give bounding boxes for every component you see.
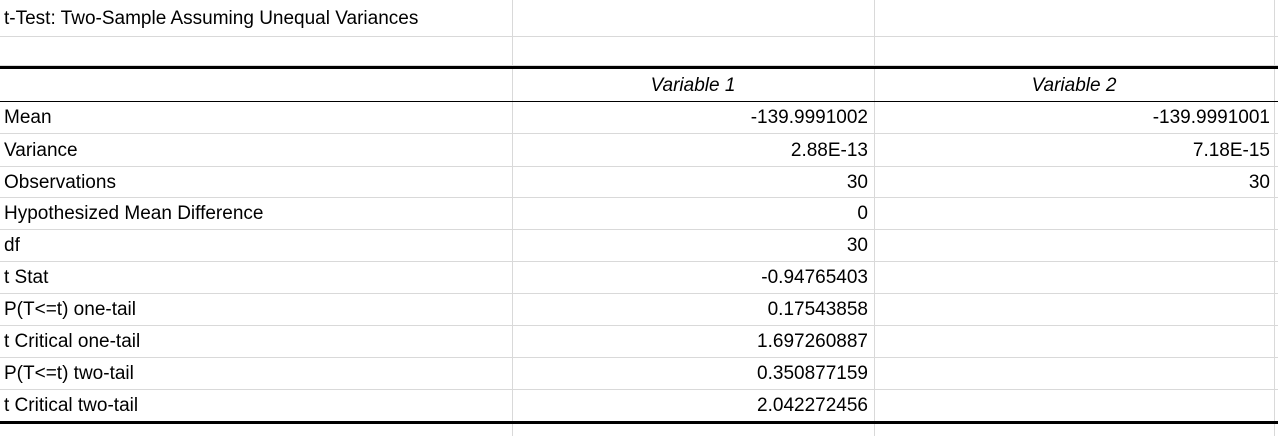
variable-1-cell[interactable]: 30 xyxy=(846,235,868,256)
table-row: P(T<=t) one-tail 0.17543858 xyxy=(0,294,1278,326)
row-label-cell[interactable]: P(T<=t) two-tail xyxy=(4,363,134,384)
header-variable-1[interactable]: Variable 1 xyxy=(650,74,736,96)
variable-1-cell[interactable]: 2.88E-13 xyxy=(790,139,868,161)
variable-1-cell[interactable]: -139.9991002 xyxy=(750,107,868,128)
title-row: t-Test: Two-Sample Assuming Unequal Vari… xyxy=(0,0,1278,37)
table-row: t Critical two-tail 2.042272456 xyxy=(0,390,1278,422)
header-bottom-border xyxy=(0,101,1278,102)
variable-1-cell[interactable]: 0.17543858 xyxy=(767,299,868,320)
table-row: df 30 xyxy=(0,230,1278,262)
row-label-cell[interactable]: P(T<=t) one-tail xyxy=(4,299,136,320)
column-gridline xyxy=(874,0,875,436)
table-row: P(T<=t) two-tail 0.350877159 xyxy=(0,358,1278,390)
header-cell-blank[interactable] xyxy=(0,69,512,101)
header-variable-2[interactable]: Variable 2 xyxy=(1031,74,1117,96)
table-row: t Stat -0.94765403 xyxy=(0,262,1278,294)
empty-cell[interactable] xyxy=(512,37,874,65)
header-row: Variable 1 Variable 2 xyxy=(0,69,1278,101)
variable-2-cell[interactable] xyxy=(874,230,1274,261)
variable-2-cell[interactable]: 30 xyxy=(1248,171,1270,193)
variable-1-cell[interactable]: 0 xyxy=(857,203,868,224)
variable-1-cell[interactable]: 1.697260887 xyxy=(757,331,868,352)
table-top-border xyxy=(0,66,1278,69)
variable-2-cell[interactable] xyxy=(874,358,1274,389)
column-gridline xyxy=(1274,0,1275,436)
table-row: Observations 30 30 xyxy=(0,167,1278,198)
row-label-cell[interactable]: t Critical one-tail xyxy=(4,331,141,352)
variable-2-cell[interactable] xyxy=(874,262,1274,293)
empty-cell[interactable] xyxy=(874,37,1274,65)
row-label-cell[interactable]: Hypothesized Mean Difference xyxy=(4,203,264,224)
row-label-cell[interactable]: Observations xyxy=(4,171,116,193)
variable-1-cell[interactable]: 2.042272456 xyxy=(757,395,868,416)
table-row: Variance 2.88E-13 7.18E-15 xyxy=(0,134,1278,167)
variable-2-cell[interactable]: 7.18E-15 xyxy=(1192,139,1270,161)
table-row: t Critical one-tail 1.697260887 xyxy=(0,326,1278,358)
variable-2-cell[interactable] xyxy=(874,390,1274,421)
variable-1-cell[interactable]: 30 xyxy=(846,171,868,193)
variable-2-cell[interactable]: -139.9991001 xyxy=(1152,107,1270,128)
row-label-cell[interactable]: t Critical two-tail xyxy=(4,395,139,416)
variable-2-cell[interactable] xyxy=(874,198,1274,229)
variable-2-cell[interactable] xyxy=(874,326,1274,357)
empty-cell[interactable] xyxy=(0,37,512,65)
row-label-cell[interactable]: Mean xyxy=(4,107,52,128)
variable-1-cell[interactable]: -0.94765403 xyxy=(761,267,868,288)
column-gridline xyxy=(512,0,513,436)
table-row: Hypothesized Mean Difference 0 xyxy=(0,198,1278,230)
empty-cell[interactable] xyxy=(874,0,1274,36)
report-title: t-Test: Two-Sample Assuming Unequal Vari… xyxy=(4,7,419,29)
empty-cell[interactable] xyxy=(512,0,874,36)
empty-row xyxy=(0,37,1278,66)
row-label-cell[interactable]: df xyxy=(4,235,20,256)
table-bottom-border xyxy=(0,421,1278,424)
variable-2-cell[interactable] xyxy=(874,294,1274,325)
row-label-cell[interactable]: t Stat xyxy=(4,267,49,288)
row-label-cell[interactable]: Variance xyxy=(4,139,78,161)
variable-1-cell[interactable]: 0.350877159 xyxy=(757,363,868,384)
title-cell[interactable]: t-Test: Two-Sample Assuming Unequal Vari… xyxy=(0,0,512,36)
table-row: Mean -139.9991002 -139.9991001 xyxy=(0,102,1278,134)
